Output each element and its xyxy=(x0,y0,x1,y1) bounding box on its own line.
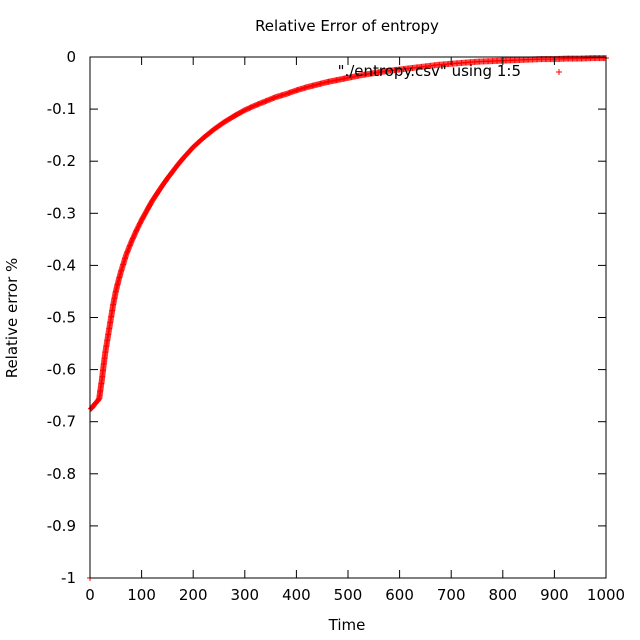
y-tick-label: -0.4 xyxy=(47,256,76,274)
y-axis: 0 -0.1 -0.2 -0.3 -0.4 -0.5 -0.6 -0.7 -0.8 -0.9 -1 xyxy=(47,48,606,587)
x-tick-label: 0 xyxy=(85,586,95,604)
x-tick-label: 300 xyxy=(230,586,259,604)
y-tick-label: -0.2 xyxy=(47,152,76,170)
y-tick-label: -0.3 xyxy=(47,204,76,222)
y-tick-label: -0.1 xyxy=(47,100,76,118)
y-tick-label: -0.8 xyxy=(47,465,76,483)
x-axis: 0 100 200 300 400 500 600 700 800 900 1000 xyxy=(85,57,625,604)
legend-marker xyxy=(556,69,562,75)
plot-frame xyxy=(89,56,607,579)
x-tick-label: 100 xyxy=(127,586,156,604)
y-tick-label: 0 xyxy=(66,48,76,66)
y-tick-label: -0.6 xyxy=(47,361,76,379)
x-tick-label: 1000 xyxy=(587,586,625,604)
chart-title: Relative Error of entropy xyxy=(255,17,439,35)
x-tick-label: 200 xyxy=(179,586,208,604)
y-tick-label: -1 xyxy=(61,569,76,587)
x-tick-label: 400 xyxy=(282,586,311,604)
x-tick-label: 800 xyxy=(488,586,517,604)
legend-label: "./entropy.csv" using 1:5 xyxy=(338,62,521,80)
x-tick-label: 700 xyxy=(437,586,466,604)
legend: "./entropy.csv" using 1:5 xyxy=(338,62,562,80)
legend-plus-marker xyxy=(556,69,562,75)
y-tick-label: -0.9 xyxy=(47,517,76,535)
y-axis-label: Relative error % xyxy=(3,258,21,379)
x-tick-label: 600 xyxy=(385,586,414,604)
y-tick-label: -0.7 xyxy=(47,413,76,431)
x-axis-label: Time xyxy=(328,616,366,634)
x-tick-label: 900 xyxy=(540,586,569,604)
x-tick-label: 500 xyxy=(334,586,363,604)
plot-layer xyxy=(87,55,609,581)
y-tick-label: -0.5 xyxy=(47,309,76,327)
